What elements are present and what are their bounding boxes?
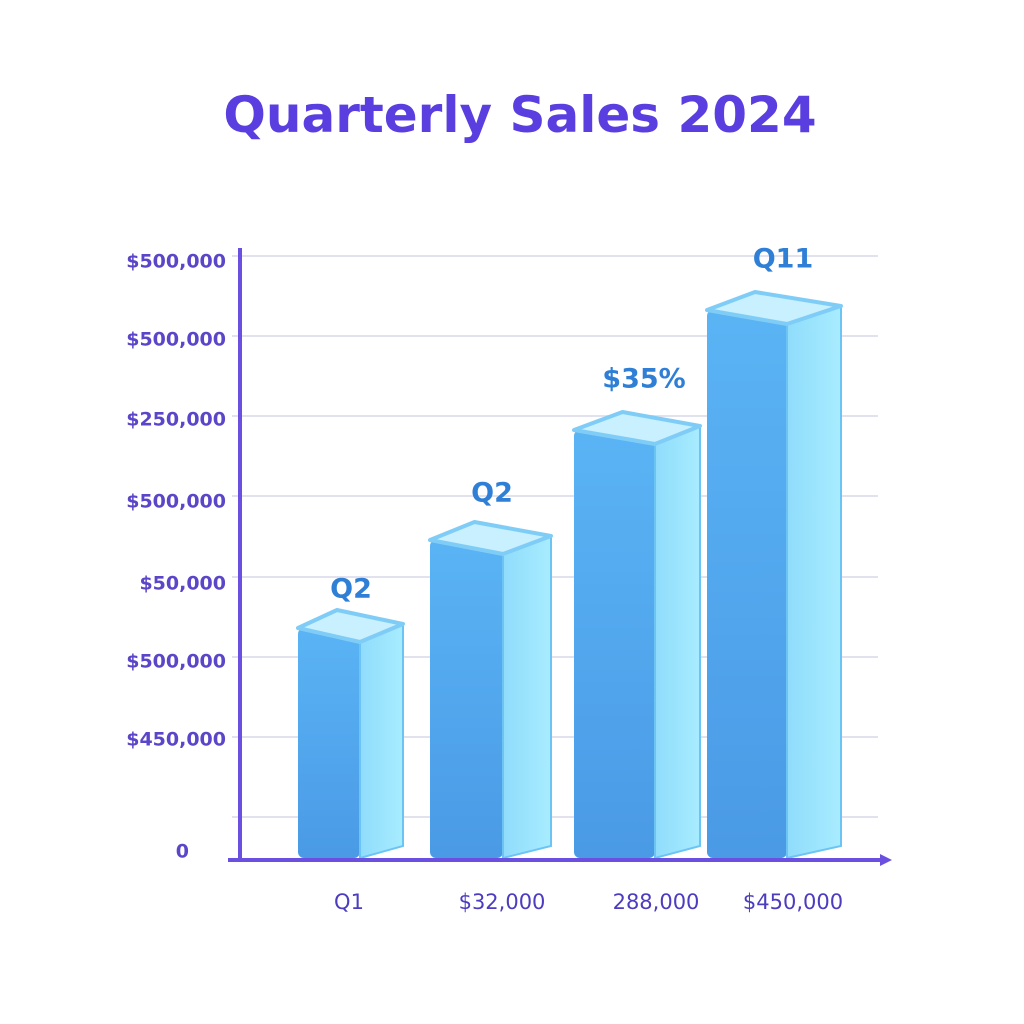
y-tick-label: $250,000 <box>126 409 226 431</box>
bar-top <box>296 608 405 644</box>
chart-title: Quarterly Sales 2024 <box>223 86 816 144</box>
y-tick-label: 0 <box>176 841 189 863</box>
bar-top <box>572 410 702 446</box>
bar-top <box>705 290 843 326</box>
x-tick-label: $450,000 <box>743 890 843 914</box>
x-tick-label: Q1 <box>334 890 364 914</box>
bar-side <box>654 424 701 860</box>
bars <box>296 290 843 860</box>
labels: $500,000 $500,000 $250,000 $500,000 $50,000 $… <box>126 244 843 915</box>
bar-side <box>359 622 404 860</box>
y-tick-label: $500,000 <box>126 251 226 273</box>
bar-front <box>574 430 655 858</box>
bar-front <box>298 628 360 858</box>
y-tick-label: $50,000 <box>139 573 226 595</box>
x-tick-label: $32,000 <box>459 890 546 914</box>
y-tick-label: $500,000 <box>126 329 226 351</box>
bar-side <box>786 304 842 860</box>
y-tick-label: $450,000 <box>126 729 226 751</box>
y-tick-label: $500,000 <box>126 491 226 513</box>
x-axis-arrow <box>880 854 892 866</box>
bar-front <box>707 310 787 858</box>
y-tick-label: $500,000 <box>126 651 226 673</box>
bar-front <box>430 540 503 858</box>
bar-label: Q2 <box>471 478 513 509</box>
bar-label: Q11 <box>753 244 814 275</box>
bar-side <box>502 534 552 860</box>
bar-label: $35% <box>602 364 685 395</box>
bar-top <box>428 520 553 556</box>
bar-label: Q2 <box>330 574 372 605</box>
x-tick-label: 288,000 <box>613 890 700 914</box>
